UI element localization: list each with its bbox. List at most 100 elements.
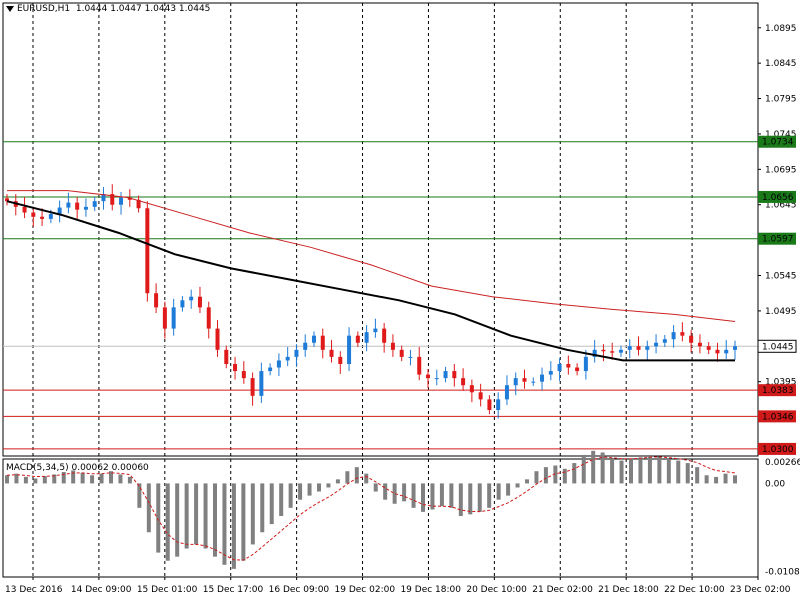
macd-histogram-bar [354, 467, 359, 484]
candle-bull [504, 385, 509, 400]
macd-histogram-bar [534, 471, 539, 484]
candle-bull [303, 342, 308, 350]
candle-bull [443, 371, 448, 379]
macd-histogram-bar [449, 483, 454, 508]
macd-histogram-bar [477, 483, 482, 512]
macd-histogram-bar [71, 470, 76, 484]
macd-histogram-bar [666, 459, 671, 484]
macd-histogram-bar [213, 483, 217, 557]
macd-histogram-bar [260, 483, 265, 533]
macd-histogram-bar [506, 483, 511, 496]
macd-histogram-bar [23, 476, 28, 484]
candle-bear [461, 378, 466, 386]
level-price-tag [758, 135, 796, 148]
candle-bull [119, 197, 124, 205]
macd-histogram-bar [487, 483, 492, 508]
macd-histogram-bar [572, 463, 577, 484]
macd-histogram-bar [714, 476, 719, 484]
candle-bull [531, 381, 536, 383]
macd-histogram-bar [439, 483, 444, 507]
macd-histogram-bar [543, 467, 548, 484]
candle-bear [566, 363, 571, 368]
candle-bear [250, 378, 255, 396]
candle-bear [233, 363, 238, 372]
macd-histogram-bar [203, 483, 208, 549]
candle-bear [197, 296, 202, 308]
macd-histogram-bar [515, 483, 520, 488]
macd-histogram-bar [99, 473, 104, 484]
candle-bear [31, 212, 36, 217]
macd-y-tick-label: 0.00266 [765, 458, 800, 468]
candle-bear [241, 371, 246, 379]
macd-histogram-bar [175, 483, 180, 557]
y-tick-label: 1.0745 [765, 130, 797, 140]
candle-bull [57, 207, 62, 214]
candle-bull [724, 349, 729, 354]
candle-bull [496, 399, 501, 410]
macd-histogram-bar [723, 473, 728, 484]
macd-histogram-bar [364, 473, 369, 484]
macd-histogram-bar [127, 476, 132, 484]
macd-histogram-bar [411, 483, 416, 508]
macd-histogram-bar [695, 467, 700, 484]
candle-bull [434, 378, 439, 380]
macd-histogram-bar [421, 483, 425, 512]
candle-bull [259, 371, 264, 396]
candle-bear [338, 356, 343, 364]
macd-histogram-bar [307, 483, 312, 496]
candle-bull [645, 346, 650, 350]
candle-bear [206, 307, 211, 329]
macd-histogram-bar [61, 472, 66, 484]
dropdown-triangle-icon[interactable] [6, 5, 14, 12]
macd-histogram-bar [733, 475, 737, 484]
candle-bear [636, 346, 641, 350]
candle-bear [697, 342, 702, 347]
macd-histogram-bar [137, 483, 142, 508]
macd-histogram-bar [288, 483, 293, 508]
candle-bull [592, 349, 597, 357]
macd-histogram-bar [629, 459, 633, 484]
macd-histogram-bar [383, 483, 388, 500]
candle-bull [285, 356, 290, 361]
ohlc-values: 1.0444 1.0447 1.0443 1.0445 [75, 4, 211, 14]
macd-histogram-bar [109, 471, 113, 484]
candle-bull [311, 335, 316, 343]
macd-histogram-bar [5, 475, 9, 484]
level-price-label: 1.0383 [762, 386, 794, 396]
level-price-label: 1.0300 [762, 445, 794, 455]
level-price-label: 1.0597 [762, 235, 794, 245]
macd-y-tick-label: 0.00 [765, 479, 785, 489]
macd-histogram-bar [704, 475, 709, 484]
candle-bear [706, 346, 711, 350]
macd-histogram-bar [250, 483, 255, 545]
candle-bear [5, 198, 9, 202]
macd-histogram-bar [222, 483, 227, 565]
candle-bull [276, 360, 281, 368]
x-tick-label: 16 Dec 09:00 [269, 585, 330, 595]
macd-histogram-bar [619, 460, 624, 484]
chart-header: EURUSD,H1 1.0444 1.0447 1.0443 1.0445 [6, 4, 210, 14]
macd-histogram-bar [345, 471, 350, 484]
candle-bear [40, 216, 45, 219]
macd-panel-frame [2, 458, 759, 578]
candle-bear [575, 367, 580, 372]
x-tick-label: 21 Dec 02:00 [532, 585, 593, 595]
candle-bear [399, 349, 404, 357]
candle-bear [715, 349, 720, 354]
level-price-label: 1.0346 [762, 412, 794, 422]
macd-histogram-bar [269, 483, 274, 525]
level-price-tag [758, 442, 796, 455]
macd-histogram-bar [14, 473, 19, 484]
candle-bear [680, 332, 685, 336]
level-price-label: 1.0656 [762, 193, 794, 203]
x-tick-label: 15 Dec 17:00 [203, 585, 264, 595]
candle-bull [66, 202, 71, 208]
y-tick-label: 1.0845 [765, 59, 797, 69]
macd-histogram-bar [241, 483, 246, 561]
macd-histogram-bar [156, 483, 161, 553]
candle-bull [347, 335, 352, 364]
macd-histogram-bar [146, 483, 151, 533]
candle-bear [469, 385, 474, 393]
candle-bear [75, 202, 80, 210]
